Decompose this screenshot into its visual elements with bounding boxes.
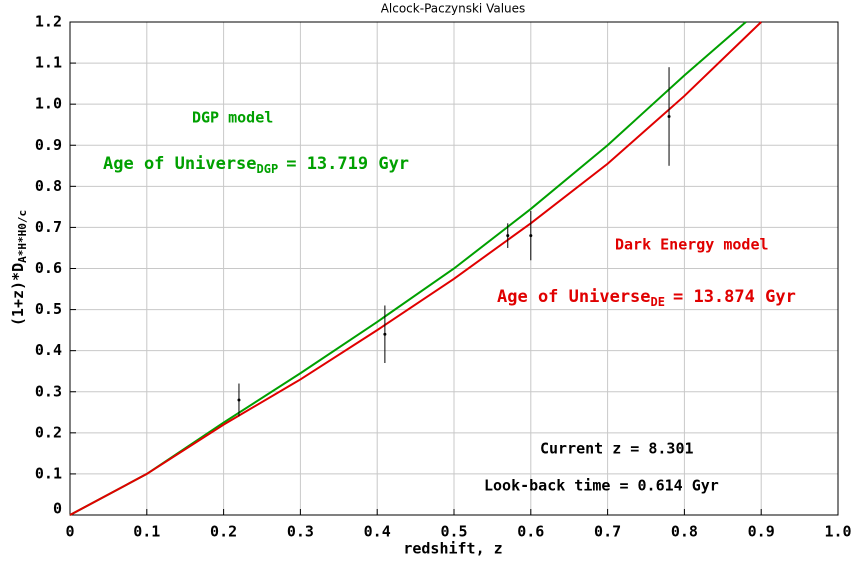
- x-tick-label: 0.8: [671, 523, 698, 541]
- x-axis-label: redshift, z: [403, 540, 502, 558]
- y-tick-label: 0.1: [35, 464, 62, 482]
- dgp-age: Age of UniverseDGP = 13.719 Gyr: [103, 154, 409, 176]
- y-tick-label: 0.7: [35, 218, 62, 236]
- y-tick-label: 0.4: [35, 341, 62, 359]
- lookback-time: Look-back time = 0.614 Gyr: [484, 477, 719, 495]
- x-tick-label: 0.3: [287, 523, 314, 541]
- y-tick-label: 0.5: [35, 300, 62, 318]
- y-tick-label: 0: [53, 500, 62, 518]
- data-point: [529, 234, 533, 238]
- x-tick-label: 0.7: [594, 523, 621, 541]
- y-tick-label: 1.2: [35, 13, 62, 31]
- data-point: [506, 234, 510, 238]
- de-age: Age of UniverseDE = 13.874 Gyr: [497, 287, 796, 309]
- plot: 0 0.1 0.2 0.3 0.4 0.5 0.6 0.7 0.8 0.9 1.0 1.1 1.2 0 0.…: [35, 13, 852, 541]
- x-tick-label: 1.0: [824, 523, 851, 541]
- x-tick-label: 0.9: [748, 523, 775, 541]
- dgp-age-sub: DGP: [257, 162, 279, 176]
- data-point: [237, 398, 241, 402]
- y-tick-label: 0.8: [35, 177, 62, 195]
- dgp-legend: DGP model: [192, 109, 273, 127]
- y-tick-label: 0.2: [35, 423, 62, 441]
- y-axis-label-main: (1+z)*D: [9, 263, 27, 326]
- plot-frame: [69, 21, 839, 516]
- x-tick-label: 0.2: [210, 523, 237, 541]
- current-z: Current z = 8.301: [540, 440, 694, 458]
- dgp-age-suffix: = 13.719 Gyr: [286, 154, 409, 174]
- x-tick-label: 0: [65, 523, 74, 541]
- y-tick-label: 1.0: [35, 95, 62, 113]
- x-tick-label: 0.6: [517, 523, 544, 541]
- y-tick-label: 0.3: [35, 382, 62, 400]
- y-tick-label: 1.1: [35, 54, 62, 72]
- x-tick-label: 0.1: [133, 523, 160, 541]
- x-tick-label: 0.5: [440, 523, 467, 541]
- de-legend: Dark Energy model: [615, 236, 769, 254]
- series-line: [69, 21, 762, 516]
- x-tick-label: 0.4: [364, 523, 391, 541]
- de-age-sub: DE: [651, 295, 665, 309]
- chart-title: Alcock-Paczynski Values: [381, 2, 526, 16]
- data-point: [667, 114, 671, 118]
- de-age-suffix: = 13.874 Gyr: [673, 287, 796, 307]
- de-age-prefix: Age of Universe: [497, 287, 651, 307]
- data-point: [383, 332, 387, 336]
- y-axis-label: (1+z)*DA*H*H0/c: [9, 210, 30, 326]
- y-tick-label: 0.6: [35, 259, 62, 277]
- dgp-age-prefix: Age of Universe: [103, 154, 257, 174]
- y-tick-label: 0.9: [35, 136, 62, 154]
- y-axis-label-sub: A*H*H0/c: [16, 210, 29, 263]
